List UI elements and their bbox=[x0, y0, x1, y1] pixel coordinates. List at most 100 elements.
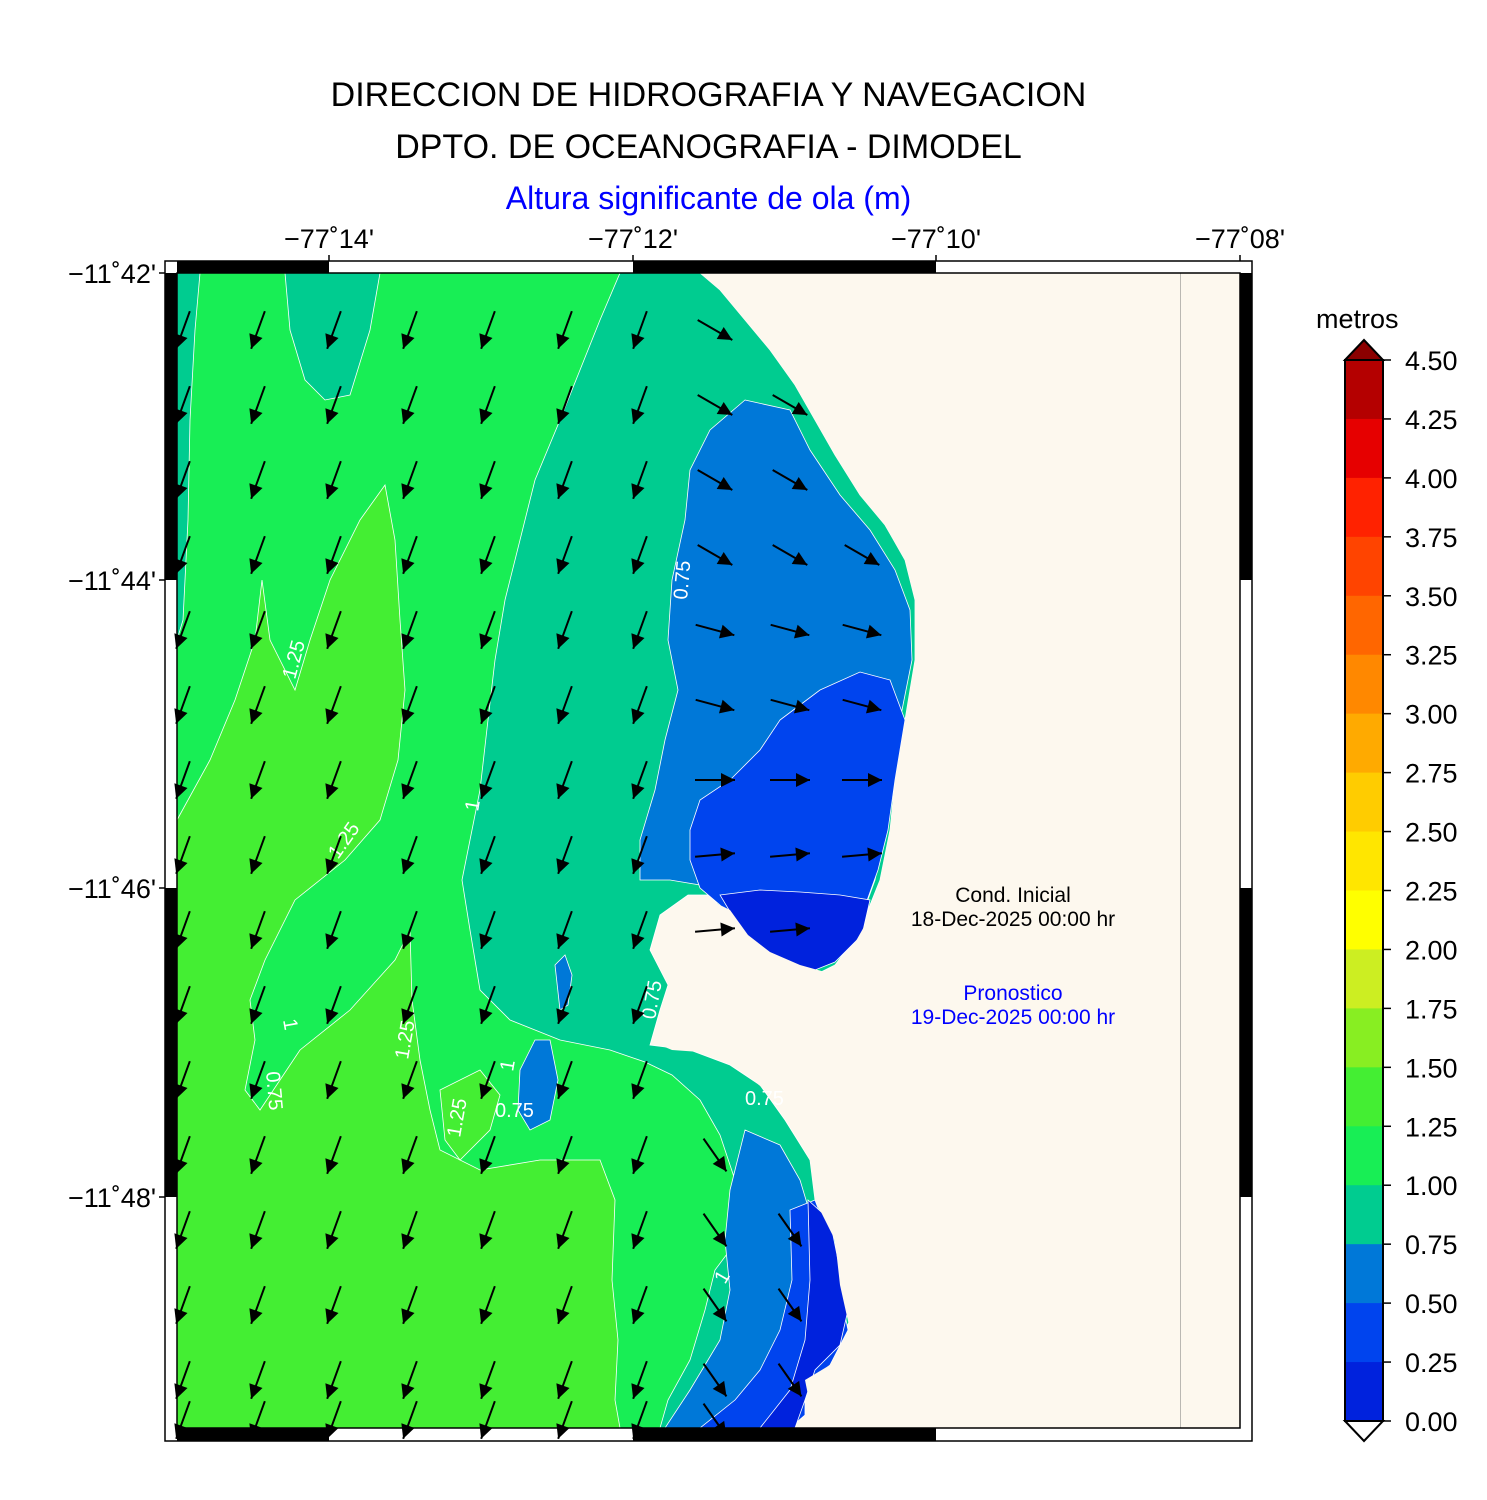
wave-arrow-head bbox=[556, 783, 570, 799]
wave-arrow-head bbox=[631, 408, 645, 424]
wave-arrow-head bbox=[325, 1383, 339, 1399]
wave-arrow-head bbox=[787, 1305, 802, 1322]
wave-arrow-head bbox=[556, 1008, 570, 1024]
wave-arrow-head bbox=[631, 633, 645, 649]
wave-arrow-head bbox=[721, 773, 735, 787]
wave-arrow-head bbox=[401, 1423, 415, 1439]
wave-arrow-head bbox=[712, 1305, 727, 1322]
wave-arrow-head bbox=[479, 408, 493, 424]
colorbar-label: 4.25 bbox=[1405, 405, 1458, 435]
wave-arrow-head bbox=[401, 858, 415, 874]
lon-tick-label: −77˚12' bbox=[588, 224, 678, 254]
wave-arrow-head bbox=[865, 699, 882, 714]
wave-arrow-head bbox=[716, 401, 733, 415]
wave-arrow-head bbox=[325, 783, 339, 799]
wave-arrow-head bbox=[631, 1158, 645, 1174]
colorbar-label: 3.75 bbox=[1405, 523, 1458, 553]
title-line-3: Altura significante de ola (m) bbox=[505, 180, 912, 216]
wave-arrow-head bbox=[479, 1308, 493, 1324]
wave-arrow-head bbox=[325, 933, 339, 949]
wave-arrow-head bbox=[863, 551, 880, 565]
wave-arrow-head bbox=[249, 1308, 263, 1324]
map-plot-area bbox=[177, 273, 1240, 1428]
wave-arrow-head bbox=[556, 1083, 570, 1099]
colorbar-swatch bbox=[1345, 831, 1383, 891]
colorbar-label: 0.75 bbox=[1405, 1230, 1458, 1260]
wave-arrow-head bbox=[401, 1158, 415, 1174]
wave-arrow-head bbox=[325, 1233, 339, 1249]
wave-arrow-head bbox=[479, 1233, 493, 1249]
wave-arrow-head bbox=[787, 1230, 802, 1247]
wave-arrow-head bbox=[712, 1380, 727, 1397]
wave-arrow-head bbox=[325, 633, 339, 649]
wave-arrow-head bbox=[249, 1083, 263, 1099]
lon-tick-label: −77˚08' bbox=[1195, 224, 1285, 254]
colorbar-swatch bbox=[1345, 654, 1383, 715]
wave-arrow-head bbox=[868, 773, 882, 787]
wave-arrow-head bbox=[631, 1083, 645, 1099]
lat-tick-label: −11˚46' bbox=[68, 874, 156, 904]
lat-tick-label: −11˚44' bbox=[68, 566, 156, 596]
wave-arrow-head bbox=[631, 1383, 645, 1399]
coastline-land bbox=[660, 273, 1180, 1428]
wave-arrow-head bbox=[479, 1158, 493, 1174]
colorbar-label: 4.50 bbox=[1405, 346, 1458, 376]
wave-arrow-head bbox=[479, 783, 493, 799]
wave-arrow-head bbox=[249, 1233, 263, 1249]
wave-arrow-head bbox=[712, 1155, 727, 1172]
wave-arrow-head bbox=[249, 858, 263, 874]
wave-arrow-head bbox=[479, 558, 493, 574]
colorbar-swatch bbox=[1345, 1362, 1383, 1422]
colorbar-swatch bbox=[1345, 418, 1383, 479]
wave-arrow-head bbox=[479, 858, 493, 874]
colorbar-label: 1.50 bbox=[1405, 1053, 1458, 1083]
colorbar-label: 0.50 bbox=[1405, 1289, 1458, 1319]
wave-arrow-head bbox=[249, 783, 263, 799]
wave-arrow-head bbox=[401, 783, 415, 799]
contour-label: 0.75 bbox=[261, 1071, 286, 1112]
wave-arrow-head bbox=[401, 1308, 415, 1324]
wave-arrow-head bbox=[631, 333, 645, 349]
wave-arrow-head bbox=[479, 333, 493, 349]
wave-arrow-head bbox=[631, 558, 645, 574]
lat-tick-label: −11˚42' bbox=[68, 259, 156, 289]
wave-arrow-head bbox=[631, 933, 645, 949]
wave-arrow-head bbox=[401, 633, 415, 649]
wave-arrow-head bbox=[716, 476, 733, 490]
wave-arrow-head bbox=[795, 847, 810, 862]
wave-arrow-head bbox=[865, 624, 882, 639]
wave-arrow-head bbox=[325, 1083, 339, 1099]
wave-arrow-head bbox=[631, 783, 645, 799]
wave-arrow-head bbox=[556, 858, 570, 874]
contour-label: 1 bbox=[461, 798, 485, 813]
colorbar-swatch bbox=[1345, 1185, 1383, 1245]
wave-arrow-head bbox=[249, 933, 263, 949]
axis-labels: −77˚14' −77˚12' −77˚10' −77˚08' −11˚42' … bbox=[68, 224, 1285, 1213]
wave-direction-arrows bbox=[174, 310, 883, 1440]
wave-arrow-head bbox=[556, 1308, 570, 1324]
wave-arrow-head bbox=[401, 1083, 415, 1099]
wave-arrow-head bbox=[720, 847, 735, 862]
wave-arrow-head bbox=[556, 1158, 570, 1174]
contour-label: 1 bbox=[278, 1017, 302, 1032]
wave-arrow-head bbox=[325, 483, 339, 499]
colorbar-swatch bbox=[1345, 360, 1383, 420]
wave-arrow-head bbox=[325, 408, 339, 424]
lon-tick-label: −77˚10' bbox=[891, 224, 981, 254]
wave-arrow-head bbox=[556, 408, 570, 424]
wave-arrow-head bbox=[793, 624, 810, 639]
wave-arrow-head bbox=[325, 858, 339, 874]
initial-condition-note: Cond. Inicial 18-Dec-2025 00:00 hr bbox=[880, 884, 1146, 932]
colorbar-swatch bbox=[1345, 890, 1383, 950]
wave-arrow-head bbox=[479, 1083, 493, 1099]
wave-arrow-head bbox=[249, 1158, 263, 1174]
wave-arrow-head bbox=[716, 551, 733, 565]
contour-label: 0.75 bbox=[670, 560, 695, 601]
forecast-label: Pronostico bbox=[963, 982, 1063, 1005]
wave-arrow-head bbox=[787, 1380, 802, 1397]
colorbar-swatch bbox=[1345, 713, 1383, 774]
forecast-date: 19-Dec-2025 00:00 hr bbox=[910, 1006, 1116, 1029]
wave-arrow-head bbox=[791, 551, 808, 565]
wave-arrow-head bbox=[556, 333, 570, 349]
